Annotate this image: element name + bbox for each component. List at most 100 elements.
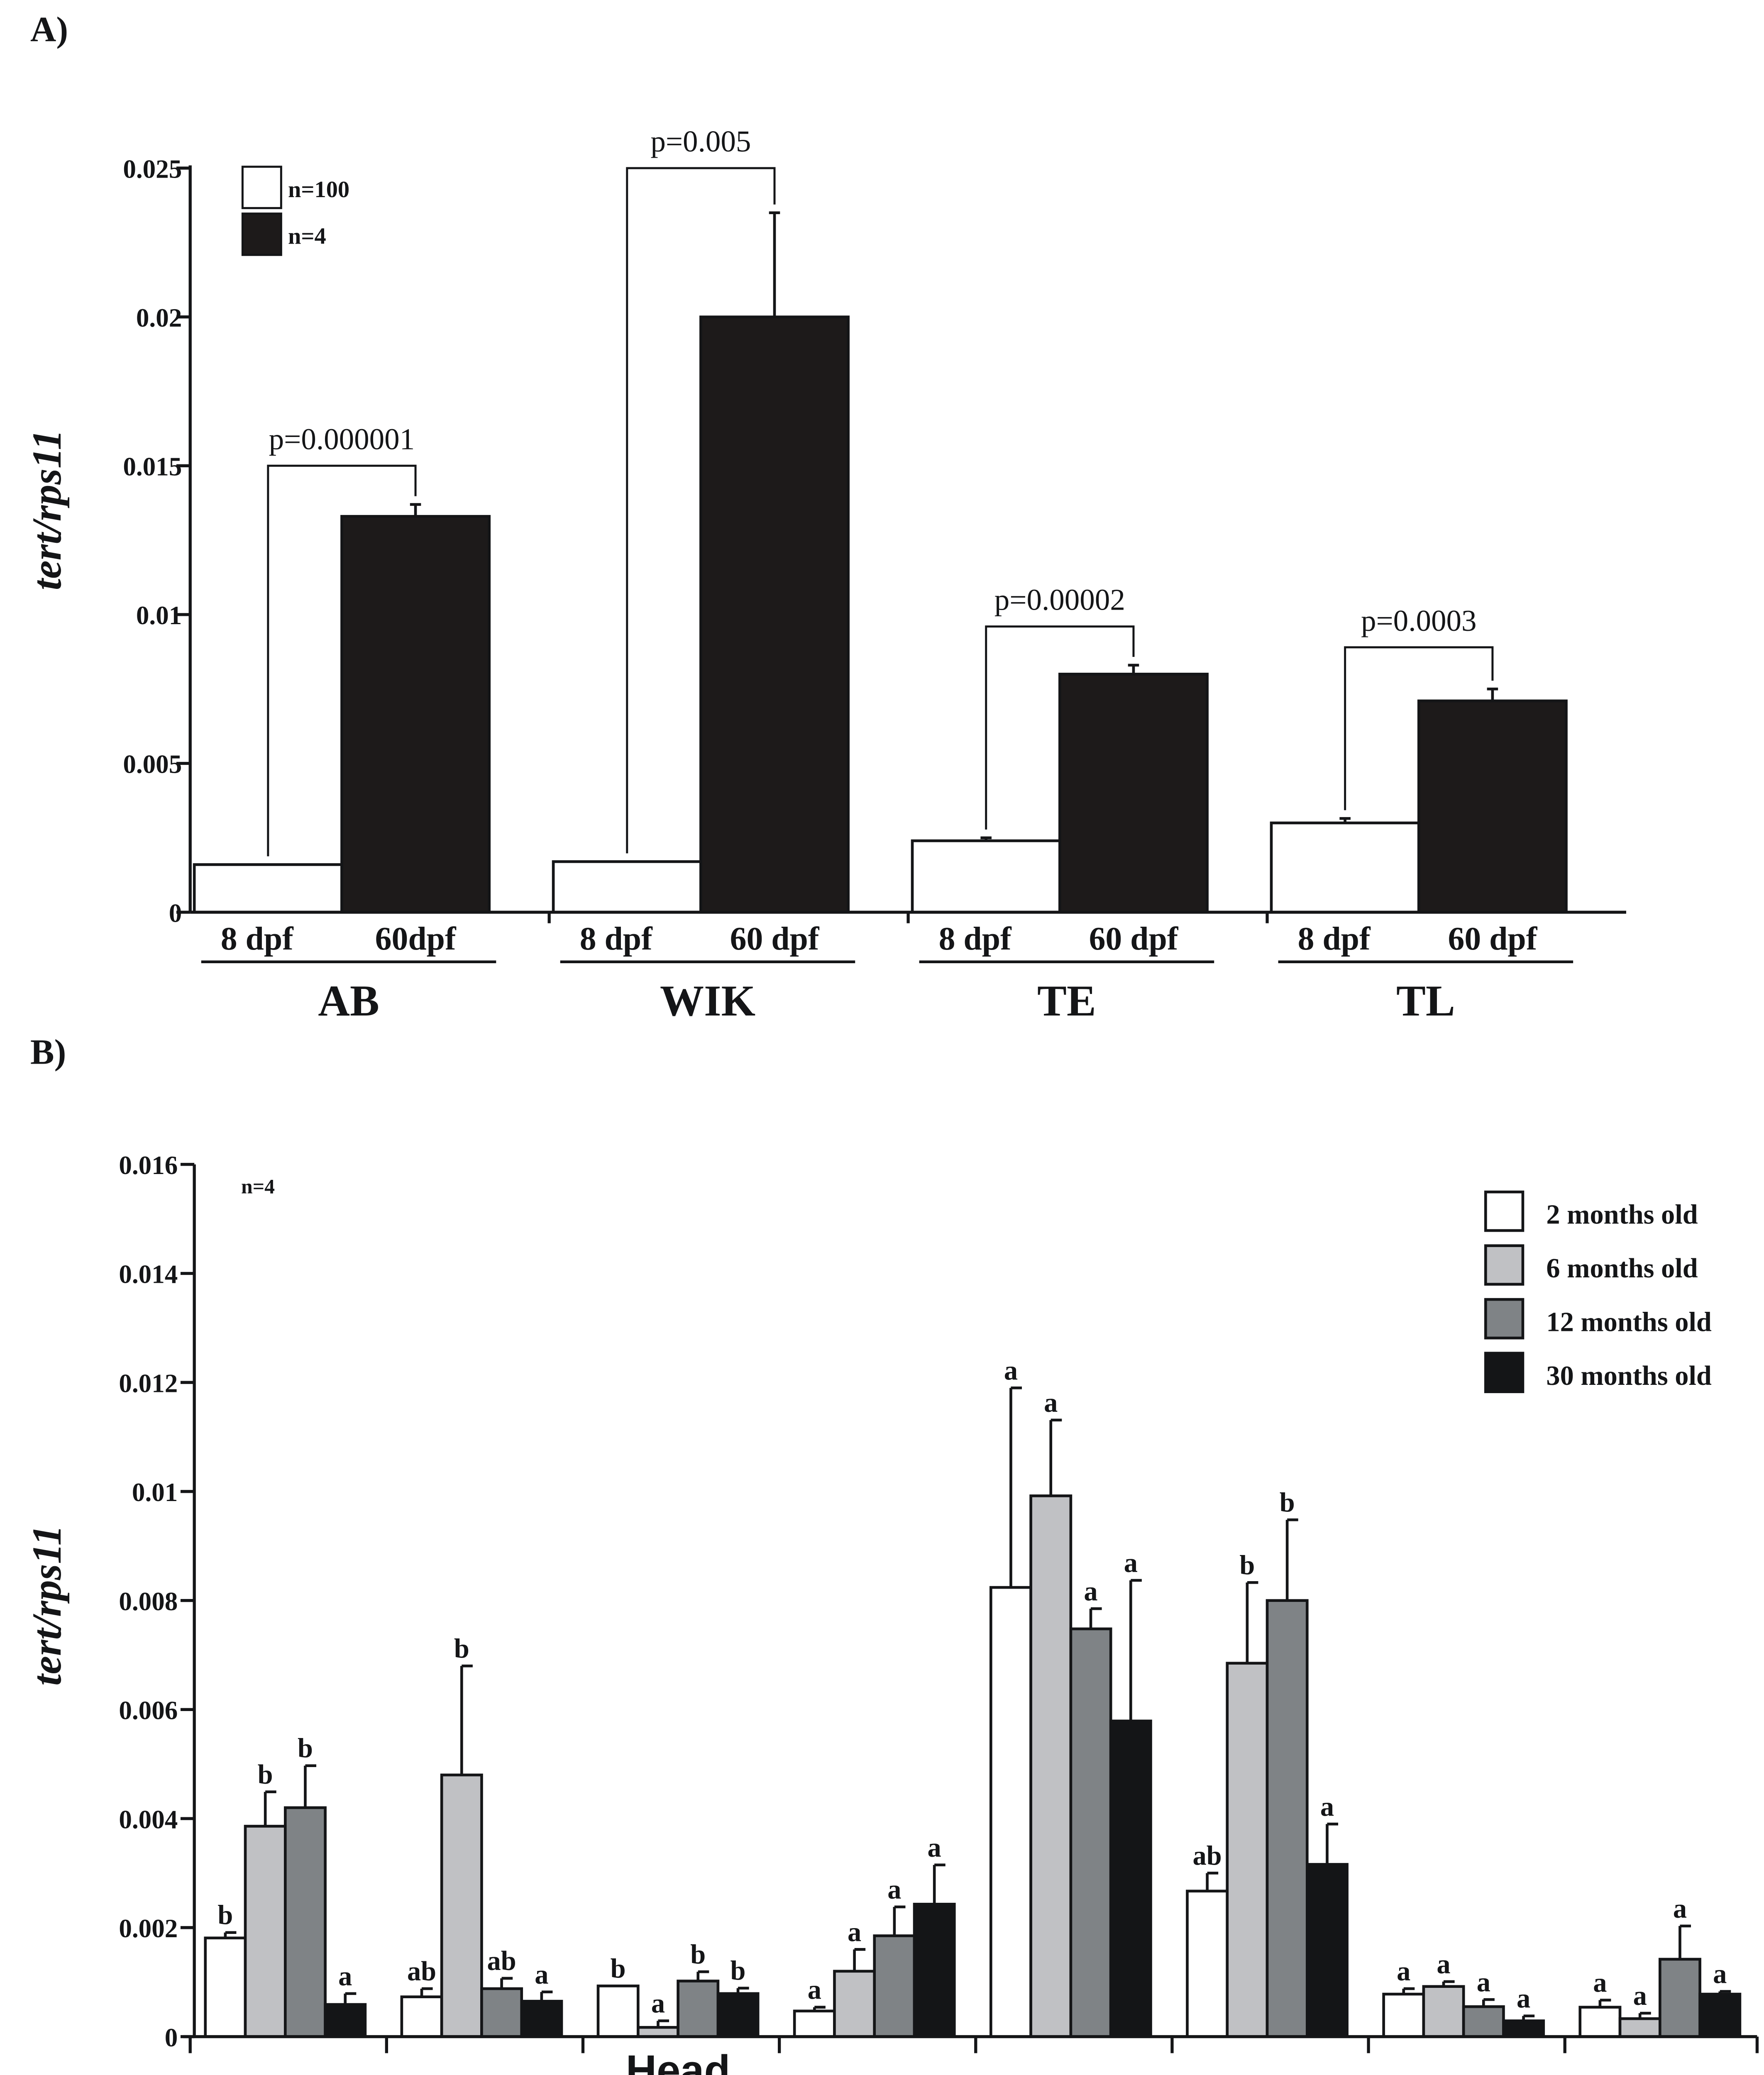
bar-heart-2 xyxy=(1658,1958,1701,2038)
bar-head-kidney-0 xyxy=(596,1985,640,2038)
bar-te-1 xyxy=(1058,673,1209,914)
legend-label: n=4 xyxy=(288,224,326,249)
bar-ab-1 xyxy=(340,515,491,914)
bar-head-kidney-2 xyxy=(677,1980,720,2038)
y-tick-label: 0.004 xyxy=(119,1805,178,1834)
significance-bracket xyxy=(267,464,417,857)
bar-tl-0 xyxy=(1270,821,1420,914)
y-tick-label: 0.02 xyxy=(136,303,182,332)
y-tick-label: 0.016 xyxy=(119,1151,178,1180)
significance-letter: a xyxy=(1124,1548,1138,1578)
significance-letter: b xyxy=(611,1953,626,1984)
p-value-label: p=0.00002 xyxy=(994,583,1125,617)
significance-letter: a xyxy=(1320,1792,1334,1822)
panel-b-x-labels: SkinEyeHeadkidneyMuscleOvaryGillBrainHea… xyxy=(188,2036,1759,2075)
significance-letter: b xyxy=(454,1633,469,1664)
bar-muscle-2 xyxy=(873,1934,916,2038)
panel-a-label: A) xyxy=(30,10,68,49)
bar-skin-1 xyxy=(244,1825,287,2038)
bar-ovary-1 xyxy=(1029,1494,1073,2038)
y-tick-label: 0.012 xyxy=(119,1369,178,1398)
significance-letter: a xyxy=(535,1960,548,1990)
significance-letter: a xyxy=(1593,1968,1607,1998)
bar-skin-3 xyxy=(324,2003,367,2038)
bar-brain-0 xyxy=(1382,1992,1425,2038)
panel-b-label: B) xyxy=(30,1032,66,1072)
bar-head-kidney-3 xyxy=(716,1992,760,2038)
bar-gill-0 xyxy=(1186,1889,1229,2038)
significance-letter: b xyxy=(1280,1487,1295,1518)
legend-swatch xyxy=(1484,1298,1525,1340)
y-tick-label: 0.025 xyxy=(123,154,182,183)
significance-letter: b xyxy=(1239,1550,1255,1580)
y-tick-label: 0 xyxy=(169,898,182,928)
panel-b: B) tert/rps11 n=4 00.0020.0040.0060.0080… xyxy=(24,1032,1759,2075)
y-tick-label: 0.002 xyxy=(119,1914,178,1943)
bar-ovary-2 xyxy=(1069,1627,1112,2038)
significance-letter: b xyxy=(217,1900,233,1931)
significance-letter: a xyxy=(808,1975,821,2005)
bar-wik-0 xyxy=(552,860,702,914)
significance-letter: a xyxy=(1713,1959,1727,1990)
y-tick-label: 0.01 xyxy=(132,1478,178,1507)
bar-muscle-3 xyxy=(913,1903,956,2038)
panel-b-sample-size-note: n=4 xyxy=(241,1175,275,1198)
bar-eye-0 xyxy=(400,1995,443,2038)
x-category-label: TE xyxy=(1037,976,1096,1025)
x-category-label: AB xyxy=(318,976,379,1025)
x-sub-label: 8 dpf xyxy=(580,920,653,957)
y-tick-label: 0.015 xyxy=(123,452,182,481)
significance-letter: a xyxy=(848,1917,861,1947)
legend-label: n=100 xyxy=(288,177,349,203)
y-tick-label: 0.005 xyxy=(123,750,182,779)
significance-letter: b xyxy=(731,1956,746,1986)
p-value-label: p=0.005 xyxy=(650,124,751,158)
bar-brain-3 xyxy=(1502,2019,1545,2038)
legend-label: 6 months old xyxy=(1546,1253,1698,1284)
significance-bracket xyxy=(1344,646,1494,810)
bar-skin-2 xyxy=(283,1806,327,2038)
bar-heart-3 xyxy=(1698,1992,1742,2038)
y-tick-label: 0.01 xyxy=(136,601,182,630)
bar-te-0 xyxy=(911,839,1061,914)
bar-eye-1 xyxy=(440,1773,483,2038)
x-category-label: WIK xyxy=(660,976,755,1025)
significance-bracket xyxy=(985,625,1135,830)
significance-letter: a xyxy=(651,1989,665,2019)
panel-b-legend: 2 months old 6 months old 12 months old 30 … xyxy=(1484,1190,1712,1393)
significance-letter: a xyxy=(1673,1894,1687,1924)
legend-swatch xyxy=(1484,1244,1525,1286)
bar-muscle-1 xyxy=(833,1970,876,2038)
bar-skin-0 xyxy=(204,1936,247,2038)
panel-a: A) tert/rps11 0 0.005 0.01 0.015 0.02 0.025 p… xyxy=(24,10,1626,1025)
y-tick-label: 0.014 xyxy=(119,1260,178,1289)
significance-letter: a xyxy=(1044,1388,1058,1418)
legend-label: 12 months old xyxy=(1546,1307,1712,1338)
panel-a-y-ticks: 0 0.005 0.01 0.015 0.02 0.025 xyxy=(123,154,191,928)
significance-letter: ab xyxy=(487,1946,516,1976)
panel-a-y-axis-label: tert/rps11 xyxy=(24,430,70,590)
significance-letter: a xyxy=(1477,1967,1490,1997)
bar-heart-1 xyxy=(1618,2017,1661,2038)
x-category-label: Head xyxy=(626,2046,731,2075)
significance-letter: b xyxy=(258,1760,273,1790)
legend-label: 2 months old xyxy=(1546,1200,1698,1230)
bar-gill-3 xyxy=(1305,1863,1349,2038)
x-sub-label: 60 dpf xyxy=(1448,920,1538,957)
x-category-label: TL xyxy=(1396,976,1455,1025)
x-sub-label: 8 dpf xyxy=(1298,920,1371,957)
panel-b-y-ticks: 0 0.002 0.004 0.006 0.008 0.01 0.012 0.014 0.016 xyxy=(119,1151,195,2052)
legend-label: 30 months old xyxy=(1546,1361,1712,1391)
significance-letter: a xyxy=(1397,1956,1410,1987)
significance-letter: b xyxy=(690,1939,706,1970)
panel-a-legend: n=100 n=4 xyxy=(241,166,349,256)
panel-a-bars xyxy=(193,211,1568,914)
panel-a-annotations: p=0.000001 p=0.005 p=0.00002 p=0.0003 xyxy=(267,124,1494,857)
significance-letter: a xyxy=(1084,1576,1097,1606)
significance-letter: ab xyxy=(407,1956,436,1987)
panel-b-y-axis-label: tert/rps11 xyxy=(24,1525,70,1686)
p-value-label: p=0.000001 xyxy=(269,422,415,456)
bar-ab-0 xyxy=(193,863,343,914)
